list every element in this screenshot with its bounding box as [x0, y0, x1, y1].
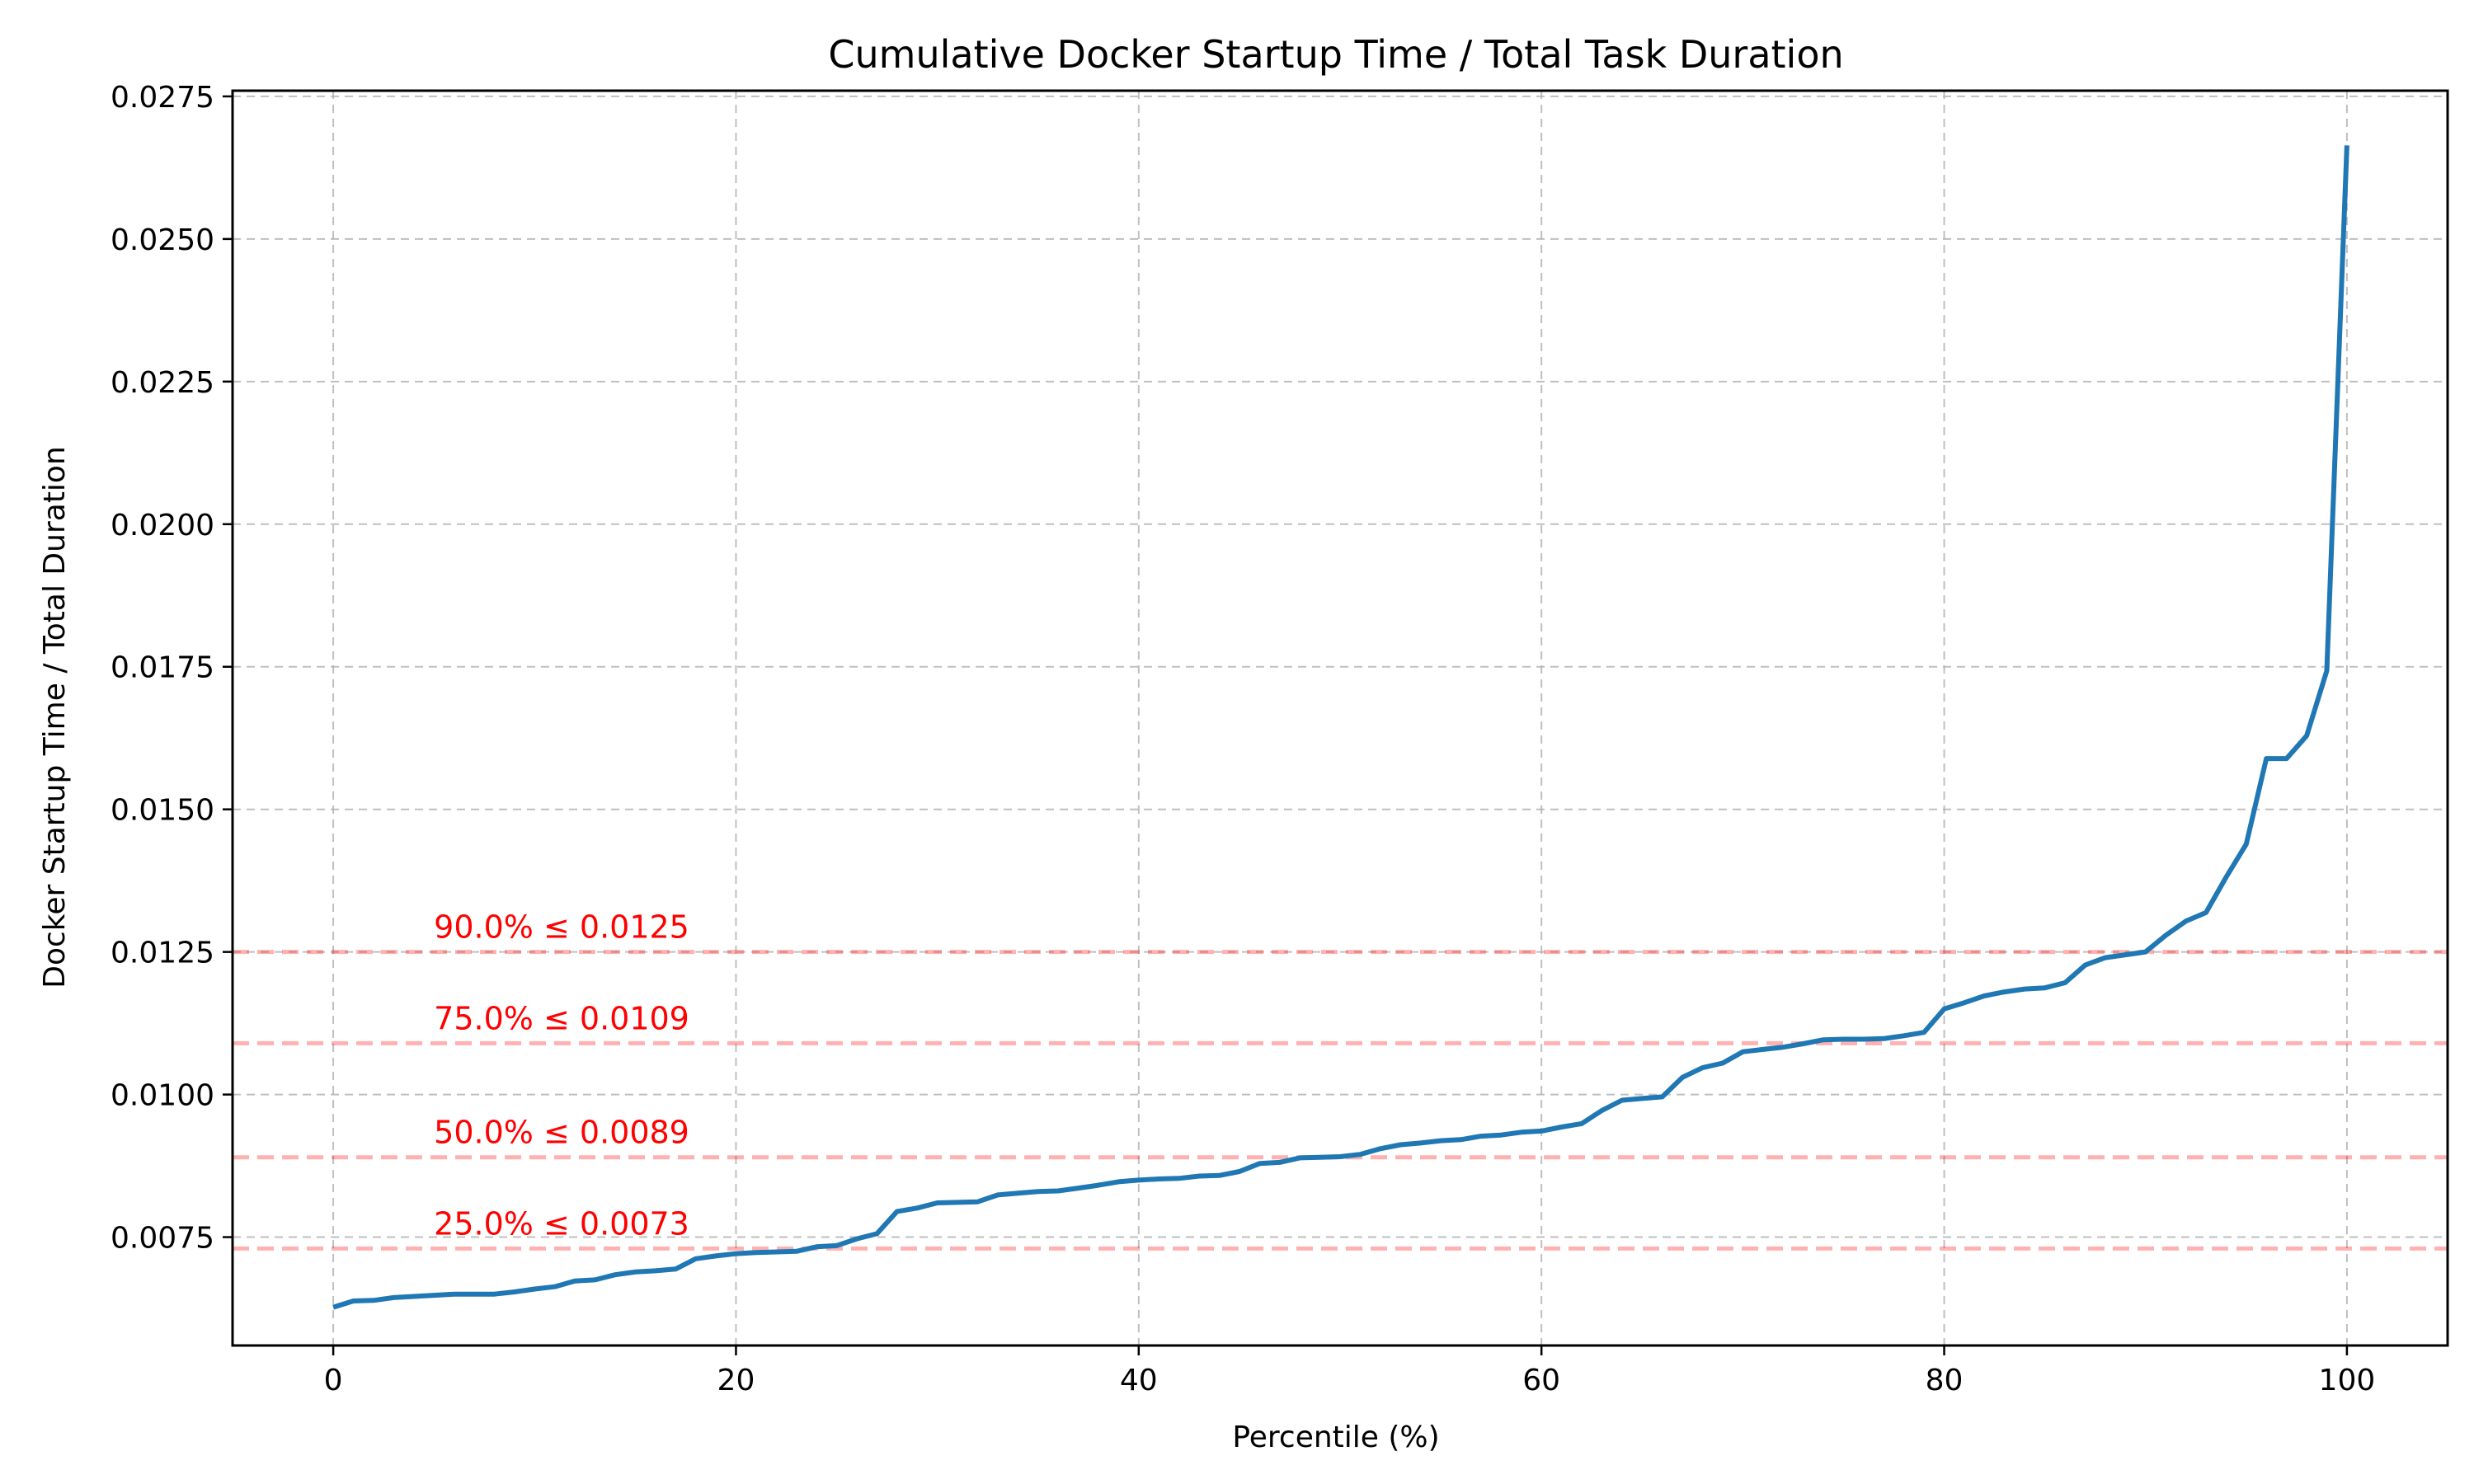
- y-tick-label: 0.0175: [111, 651, 214, 685]
- x-axis-ticks: 0 20 40 60 80 100: [324, 1345, 2376, 1397]
- y-tick-label: 0.0100: [111, 1079, 214, 1113]
- y-axis-label: Docker Startup Time / Total Duration: [38, 446, 72, 989]
- y-tick-label: 0.0075: [111, 1222, 214, 1256]
- y-axis-ticks: 0.0075 0.0100 0.0125 0.0150 0.0175 0.0200 0.02…: [111, 81, 233, 1256]
- x-tick-label: 20: [717, 1364, 755, 1397]
- percentile-reference-label: 25.0% ≤ 0.0073: [434, 1205, 689, 1242]
- y-tick-label: 0.0225: [111, 366, 214, 400]
- y-tick-label: 0.0250: [111, 223, 214, 257]
- x-tick-label: 60: [1522, 1364, 1560, 1397]
- y-tick-label: 0.0200: [111, 509, 214, 542]
- percentile-reference-label: 90.0% ≤ 0.0125: [434, 909, 689, 946]
- y-tick-label: 0.0150: [111, 794, 214, 828]
- percentile-reference-lines: [233, 950, 2448, 1251]
- percentile-reference-labels: 90.0% ≤ 0.0125 75.0% ≤ 0.0109 50.0% ≤ 0.00…: [434, 909, 689, 1242]
- percentile-reference-label: 50.0% ≤ 0.0089: [434, 1115, 689, 1151]
- x-tick-label: 100: [2319, 1364, 2376, 1397]
- y-tick-label: 0.0125: [111, 937, 214, 970]
- grid-lines: [233, 91, 2448, 1345]
- chart-title: Cumulative Docker Startup Time / Total T…: [828, 32, 1843, 77]
- plot-frame: [231, 89, 2449, 1347]
- y-tick-label: 0.0275: [111, 81, 214, 115]
- series-line: [332, 145, 2349, 1310]
- x-axis-label: Percentile (%): [1232, 1421, 1439, 1454]
- percentile-reference-label: 75.0% ≤ 0.0109: [434, 1000, 689, 1036]
- x-tick-label: 40: [1120, 1364, 1158, 1397]
- x-tick-label: 80: [1926, 1364, 1964, 1397]
- x-tick-label: 0: [324, 1364, 343, 1397]
